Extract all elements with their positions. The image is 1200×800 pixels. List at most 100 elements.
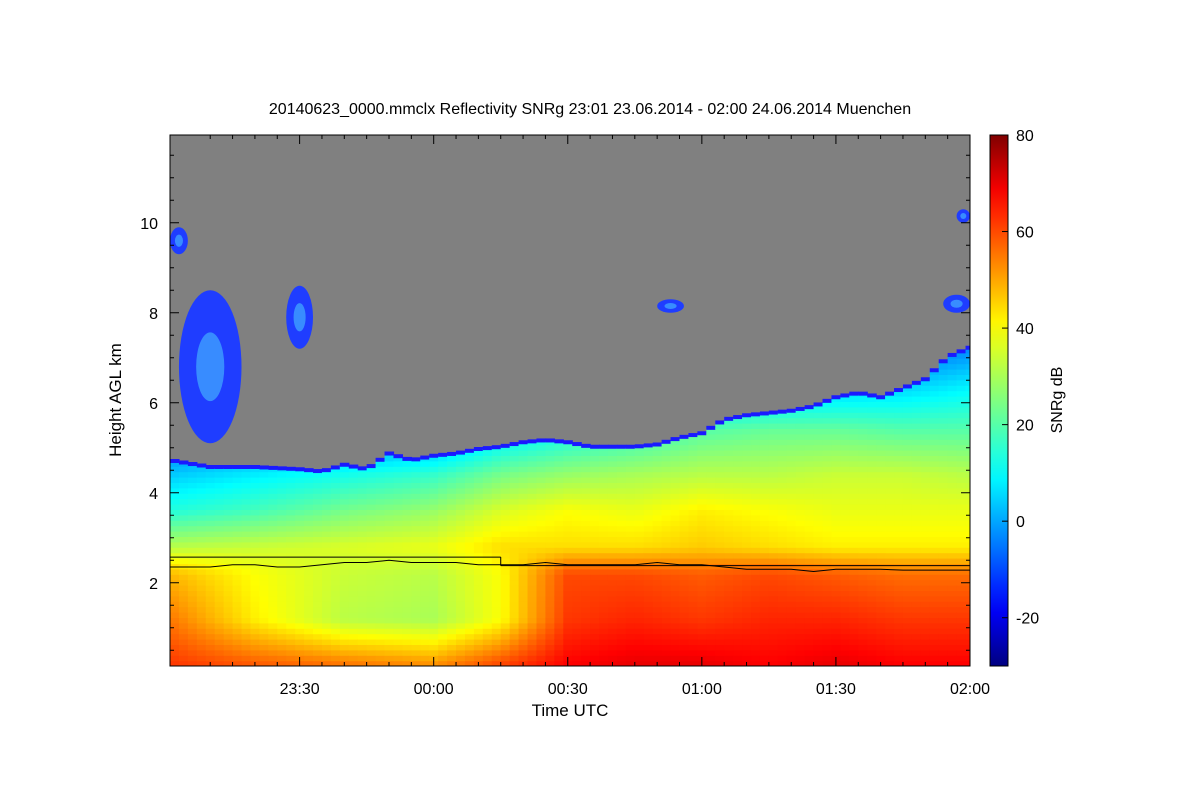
field-cell xyxy=(616,477,627,483)
field-cell xyxy=(938,504,949,510)
field-cell xyxy=(473,633,484,640)
field-cell xyxy=(554,585,564,591)
field-cell xyxy=(268,617,278,624)
field-cell xyxy=(965,606,970,613)
field-cell xyxy=(679,487,690,494)
field-cell xyxy=(304,622,314,629)
field-cell xyxy=(715,574,725,581)
field-cell xyxy=(706,466,716,473)
field-cell xyxy=(259,520,269,527)
field-cell xyxy=(438,520,448,527)
field-cell xyxy=(429,585,439,591)
echo-top-fringe xyxy=(616,444,627,449)
field-cell xyxy=(956,498,967,505)
field-cell xyxy=(652,552,663,559)
field-cell xyxy=(652,568,663,575)
field-cell xyxy=(554,450,564,456)
field-cell xyxy=(411,487,421,494)
field-cell xyxy=(965,520,970,527)
field-cell xyxy=(527,601,538,608)
field-cell xyxy=(625,563,636,570)
field-cell xyxy=(554,622,564,629)
field-cell xyxy=(518,455,529,462)
field-cell xyxy=(456,471,466,478)
field-cell xyxy=(938,617,949,624)
field-cell xyxy=(491,655,502,662)
echo-top-fringe xyxy=(357,466,368,471)
field-cell xyxy=(518,612,529,618)
field-cell xyxy=(330,504,341,510)
field-cell xyxy=(867,633,877,640)
field-cell xyxy=(420,579,430,586)
field-cell xyxy=(554,563,564,570)
field-cell xyxy=(813,406,824,413)
field-cell xyxy=(500,595,511,602)
field-cell xyxy=(599,644,609,651)
field-cell xyxy=(473,595,484,602)
field-cell xyxy=(393,590,403,597)
echo-top-fringe xyxy=(518,440,529,445)
field-cell xyxy=(929,374,940,381)
field-cell xyxy=(572,622,582,629)
field-cell xyxy=(625,509,636,516)
field-cell xyxy=(661,504,672,510)
field-cell xyxy=(849,514,859,521)
field-cell xyxy=(268,558,278,564)
field-cell xyxy=(491,606,502,613)
field-cell xyxy=(286,590,296,597)
echo-top-fringe xyxy=(330,465,341,470)
field-cell xyxy=(786,595,797,602)
field-cell xyxy=(607,617,618,624)
field-cell xyxy=(500,498,511,505)
field-cell xyxy=(894,498,904,505)
field-cell xyxy=(849,471,859,478)
field-cell xyxy=(321,563,332,570)
field-cell xyxy=(724,428,734,435)
field-cell xyxy=(911,433,922,440)
field-cell xyxy=(339,563,350,570)
field-cell xyxy=(241,655,252,662)
field-cell xyxy=(572,552,582,559)
field-cell xyxy=(509,487,520,494)
field-cell xyxy=(590,579,600,586)
field-cell xyxy=(840,412,850,419)
field-cell xyxy=(956,644,967,651)
field-cell xyxy=(277,469,287,473)
field-cell xyxy=(679,439,690,446)
field-cell xyxy=(259,509,269,516)
field-cell xyxy=(938,466,949,473)
field-cell xyxy=(777,482,788,489)
field-cell xyxy=(259,612,269,618)
field-cell xyxy=(590,639,600,645)
field-cell xyxy=(956,417,967,424)
field-cell xyxy=(894,639,904,645)
field-cell xyxy=(724,590,734,597)
field-cell xyxy=(625,574,636,581)
field-cell xyxy=(170,541,180,548)
field-cell xyxy=(223,595,234,602)
field-cell xyxy=(804,536,815,543)
field-cell xyxy=(786,574,797,581)
field-cell xyxy=(742,574,752,581)
field-cell xyxy=(706,498,716,505)
field-cell xyxy=(170,628,180,635)
field-cell xyxy=(170,568,180,575)
field-cell xyxy=(652,482,663,489)
field-cell xyxy=(742,617,752,624)
field-cell xyxy=(777,644,788,651)
field-cell xyxy=(268,590,278,597)
field-cell xyxy=(625,644,636,651)
field-cell xyxy=(464,617,475,624)
field-cell xyxy=(572,660,582,666)
field-cell xyxy=(402,585,412,591)
field-cell xyxy=(616,509,627,516)
field-cell xyxy=(652,525,663,532)
field-cell xyxy=(393,493,403,500)
field-cell xyxy=(536,504,547,510)
field-cell xyxy=(563,612,573,618)
field-cell xyxy=(786,617,797,624)
field-cell xyxy=(411,547,421,554)
field-cell xyxy=(822,601,833,608)
field-cell xyxy=(670,482,681,489)
field-cell xyxy=(849,563,859,570)
